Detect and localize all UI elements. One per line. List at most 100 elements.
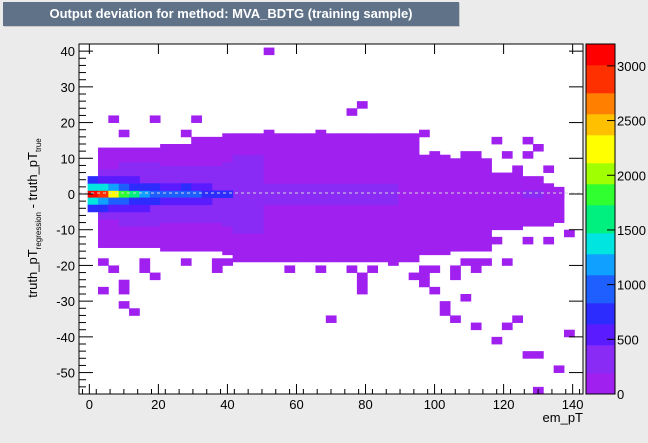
heatmap-bin bbox=[356, 183, 368, 191]
heatmap-bin bbox=[481, 165, 492, 173]
heatmap-bin bbox=[377, 211, 389, 220]
heatmap-bin-outlier bbox=[108, 265, 120, 273]
heatmap-bin bbox=[284, 204, 296, 213]
heatmap-bin-core bbox=[129, 190, 140, 198]
heatmap-bin bbox=[356, 147, 368, 156]
heatmap-bin bbox=[315, 161, 327, 170]
heatmap-bins bbox=[87, 47, 575, 395]
heatmap-bin bbox=[460, 229, 472, 238]
color-scale-segment bbox=[586, 44, 615, 52]
y-axis-ticks: -50 -40 -30 -20 -10 0 10 20 30 40 bbox=[56, 43, 583, 388]
heatmap-bin bbox=[419, 169, 430, 177]
heatmap-bin bbox=[170, 165, 182, 173]
heatmap-bin bbox=[108, 219, 120, 227]
heatmap-bin-core bbox=[97, 204, 109, 213]
heatmap-bin bbox=[398, 176, 410, 184]
heatmap-bin bbox=[242, 169, 254, 177]
heatmap-bin bbox=[139, 176, 151, 184]
heatmap-bin bbox=[460, 179, 472, 188]
heatmap-bin bbox=[367, 240, 379, 248]
heatmap-bin bbox=[191, 244, 202, 252]
heatmap-bin bbox=[408, 190, 420, 198]
heatmap-bin bbox=[242, 176, 254, 184]
heatmap-bin-outlier bbox=[522, 136, 534, 145]
heatmap-bin-outlier bbox=[522, 236, 534, 245]
heatmap-bin-outlier bbox=[553, 365, 565, 373]
color-scale-segment bbox=[586, 345, 615, 353]
heatmap-bin bbox=[553, 201, 565, 209]
heatmap-bin bbox=[305, 219, 316, 227]
heatmap-bin bbox=[522, 211, 534, 220]
heatmap-bin bbox=[253, 254, 265, 263]
heatmap-bin bbox=[346, 226, 358, 234]
heatmap-bin-outlier bbox=[439, 236, 451, 245]
heatmap-bin bbox=[294, 140, 306, 148]
heatmap-bin bbox=[439, 169, 451, 177]
heatmap-bin bbox=[284, 240, 296, 248]
heatmap-bin bbox=[253, 161, 265, 170]
heatmap-bin bbox=[222, 247, 234, 256]
heatmap-bin-core bbox=[87, 204, 99, 213]
heatmap-bin bbox=[242, 147, 254, 156]
color-scale-segment bbox=[586, 310, 615, 318]
heatmap-bin bbox=[346, 211, 358, 220]
heatmap-bin bbox=[284, 161, 296, 170]
heatmap-bin-outlier bbox=[419, 265, 430, 273]
heatmap-bin bbox=[118, 233, 130, 241]
heatmap-bin bbox=[398, 190, 410, 198]
heatmap-bin bbox=[263, 204, 275, 213]
heatmap-bin bbox=[408, 254, 420, 263]
heatmap-bin bbox=[522, 197, 534, 206]
heatmap-bin bbox=[460, 186, 472, 195]
heatmap-bin bbox=[387, 169, 399, 177]
heatmap-bin bbox=[387, 233, 399, 241]
heatmap-bin-outlier bbox=[522, 351, 534, 359]
heatmap-bin bbox=[108, 169, 120, 177]
heatmap-bin bbox=[211, 208, 223, 216]
heatmap-bin bbox=[377, 133, 389, 141]
heatmap-bin bbox=[419, 233, 430, 241]
heatmap-bin bbox=[450, 215, 461, 223]
heatmap-bin bbox=[429, 204, 441, 213]
heatmap-bin bbox=[439, 176, 451, 184]
heatmap-bin bbox=[429, 161, 441, 170]
heatmap-bin bbox=[263, 190, 275, 198]
heatmap-bin bbox=[242, 226, 254, 234]
heatmap-bin bbox=[274, 176, 285, 184]
heatmap-bin bbox=[253, 247, 265, 256]
heatmap-bin-outlier bbox=[211, 258, 223, 266]
heatmap-bin-outlier bbox=[470, 258, 482, 266]
heatmap-bin bbox=[325, 190, 337, 198]
heatmap-bin bbox=[263, 183, 275, 191]
color-scale-segment bbox=[586, 289, 615, 297]
heatmap-bin bbox=[346, 247, 358, 256]
heatmap-bin-core bbox=[532, 190, 544, 198]
heatmap-bin bbox=[398, 247, 410, 256]
heatmap-bin bbox=[284, 254, 296, 263]
heatmap-bin bbox=[305, 133, 316, 141]
heatmap-bin-outlier bbox=[532, 215, 544, 223]
heatmap-bin bbox=[419, 219, 430, 227]
heatmap-bin bbox=[129, 219, 140, 227]
heatmap-bin bbox=[180, 208, 192, 216]
heatmap-bin bbox=[429, 211, 441, 220]
heatmap-bin bbox=[470, 179, 482, 188]
heatmap-bin bbox=[222, 197, 234, 206]
heatmap-bin bbox=[408, 226, 420, 234]
heatmap-bin bbox=[211, 172, 223, 181]
color-scale-segment bbox=[586, 275, 615, 283]
heatmap-bin bbox=[201, 165, 213, 173]
heatmap-bin bbox=[274, 154, 285, 163]
heatmap-bin bbox=[232, 133, 244, 141]
heatmap-bin bbox=[180, 215, 192, 223]
heatmap-bin bbox=[211, 222, 223, 231]
heatmap-bin bbox=[398, 254, 410, 263]
heatmap-bin bbox=[387, 140, 399, 148]
heatmap-bin bbox=[222, 154, 234, 163]
heatmap-bin bbox=[263, 219, 275, 227]
heatmap-bin bbox=[315, 211, 327, 220]
heatmap-bin bbox=[387, 240, 399, 248]
heatmap-bin-outlier bbox=[543, 165, 555, 173]
color-scale-ticks: 0 500 1000 1500 2000 2500 3000 bbox=[607, 59, 646, 402]
